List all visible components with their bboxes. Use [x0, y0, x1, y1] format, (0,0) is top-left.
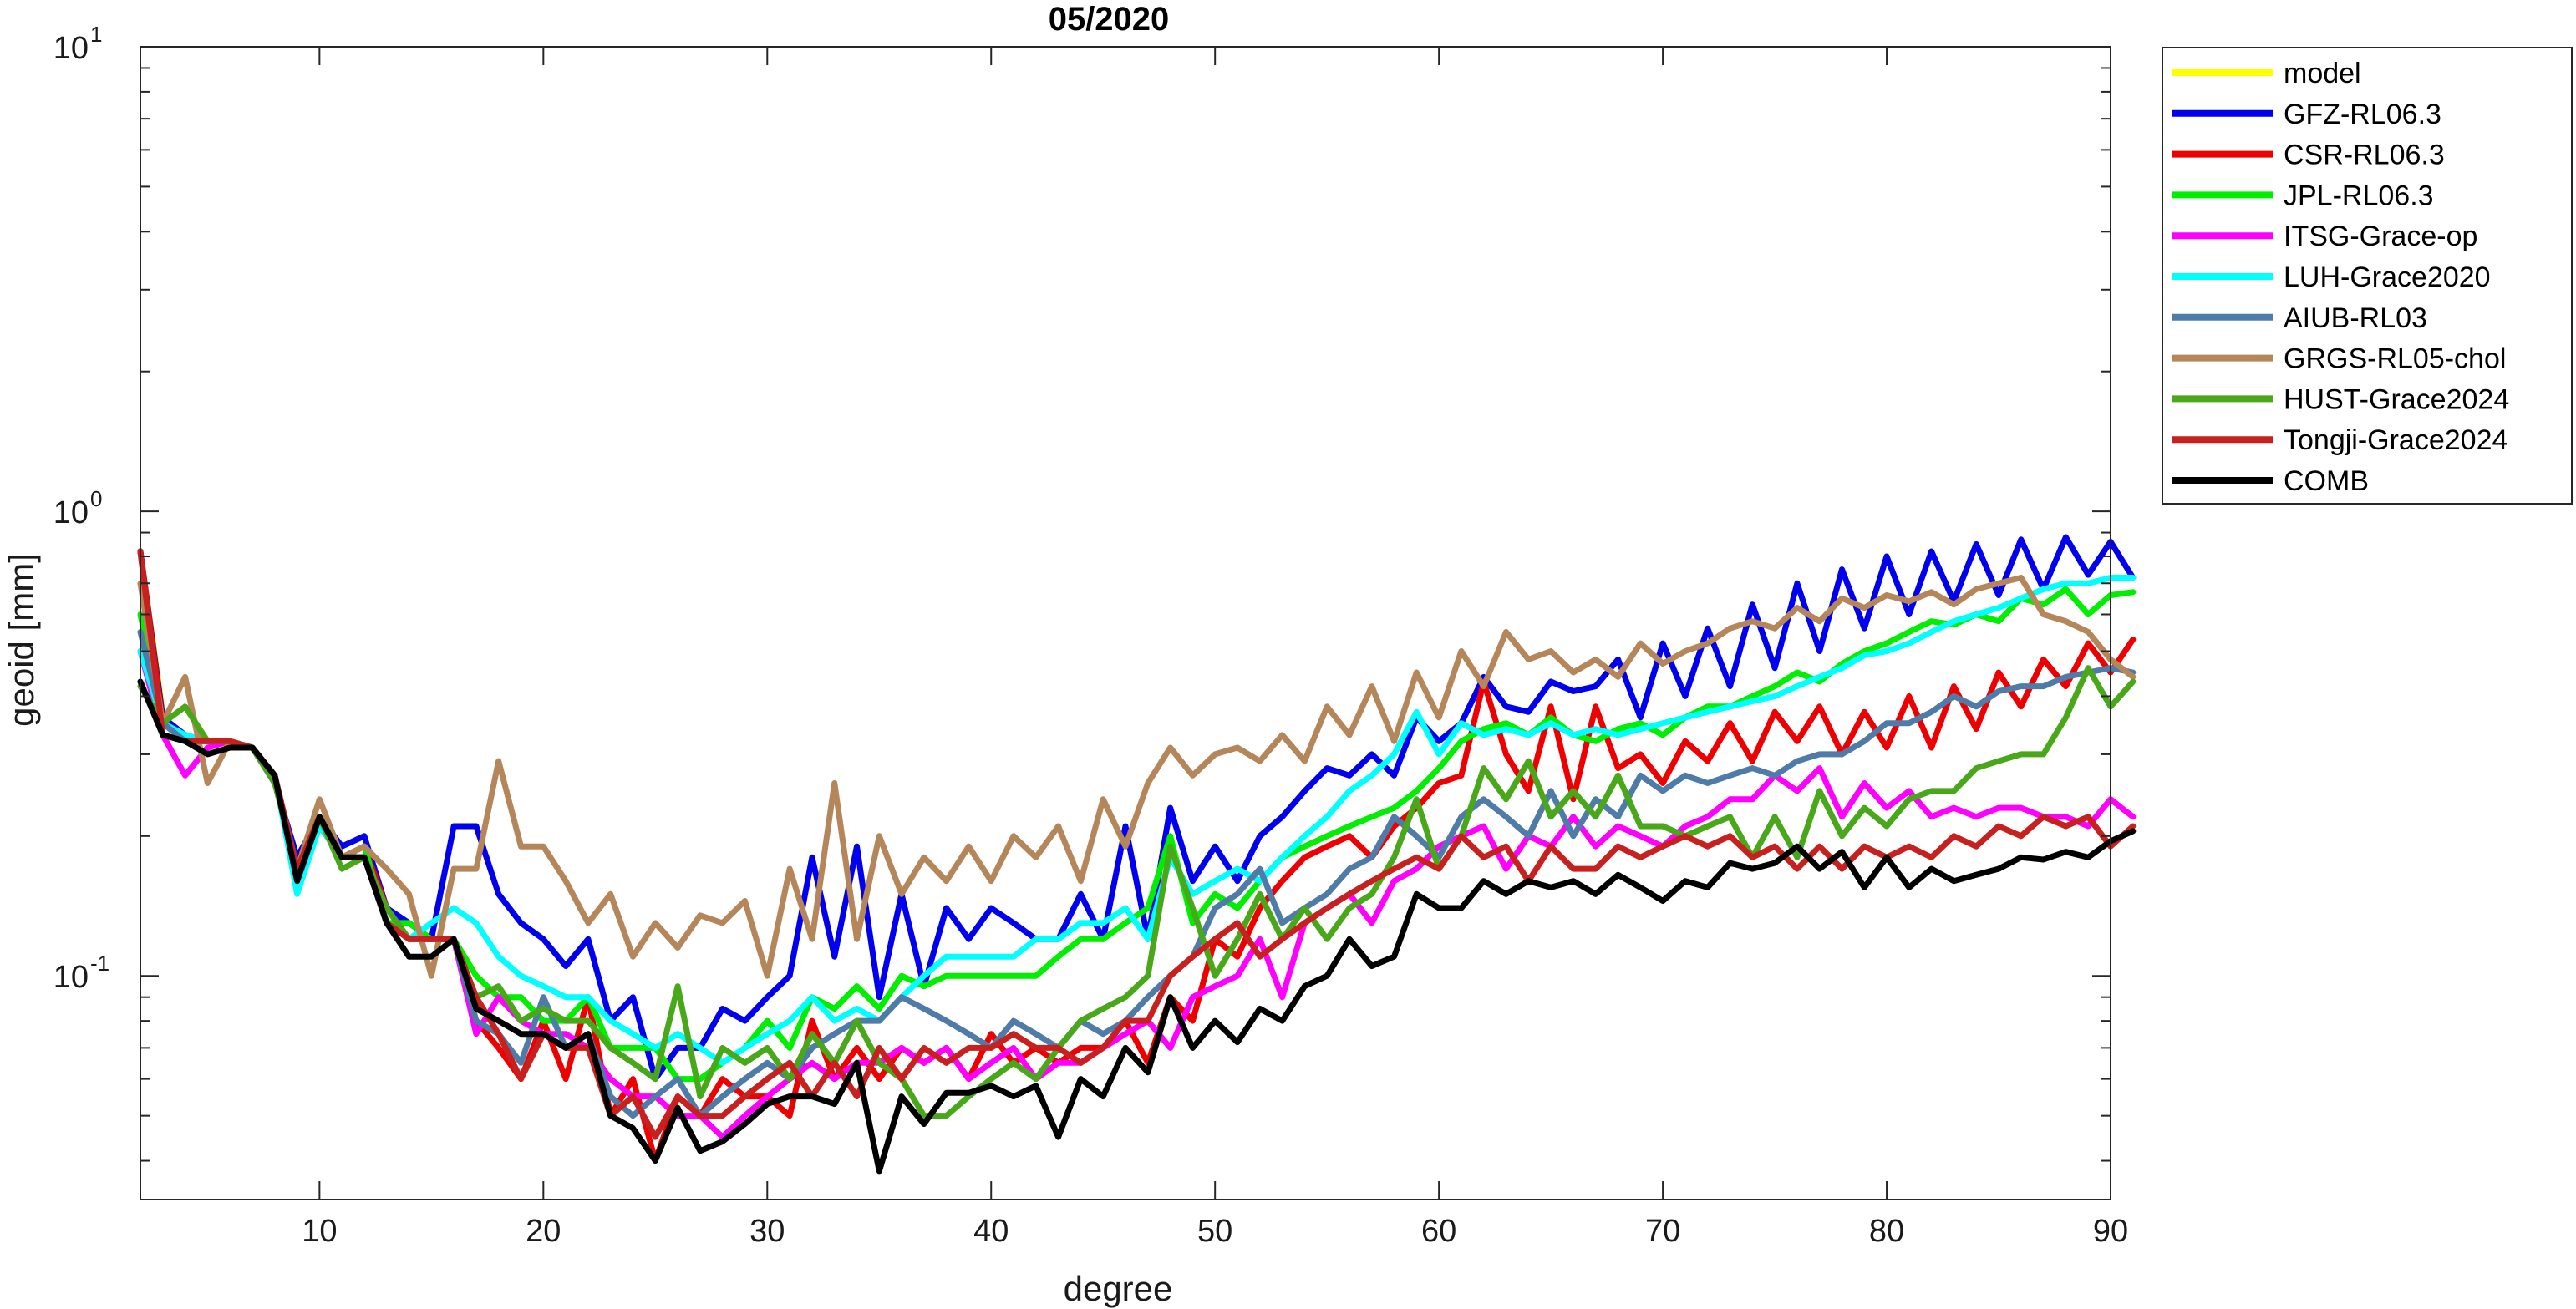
- series-line-luh-grace2020: [137, 575, 2137, 1066]
- legend-item: GRGS-RL05-chol: [2172, 343, 2506, 375]
- axes-box: [140, 46, 2111, 1200]
- legend-label: JPL-RL06.3: [2284, 180, 2434, 211]
- y-tick-label: 10 1: [53, 22, 103, 66]
- legend: model GFZ-RL06.3 CSR-RL06.3 JPL-RL06.3 ITSG-…: [2162, 47, 2573, 505]
- x-tick-label: 60: [1421, 1214, 1456, 1249]
- legend-label: model: [2284, 58, 2361, 89]
- x-tick-label: 20: [526, 1214, 561, 1249]
- chart-title: 05/2020: [1049, 1, 1170, 38]
- series-line-grgs-rl05-chol: [137, 575, 2137, 979]
- x-tick-label: 90: [2093, 1214, 2128, 1249]
- legend-items: model GFZ-RL06.3 CSR-RL06.3 JPL-RL06.3 ITSG-…: [2172, 58, 2509, 497]
- legend-label: COMB: [2284, 465, 2369, 497]
- legend-label: ITSG-Grace-op: [2284, 221, 2477, 252]
- series-layer: [137, 534, 2137, 1175]
- x-tick-label: 30: [749, 1214, 785, 1249]
- legend-item: CSR-RL06.3: [2172, 140, 2445, 171]
- y-tick-label: 10 -1: [53, 951, 109, 995]
- legend-item: GFZ-RL06.3: [2172, 99, 2441, 130]
- legend-label: GFZ-RL06.3: [2284, 99, 2441, 130]
- series-line-aiub-rl03: [137, 629, 2137, 1119]
- x-tick-label: 40: [973, 1214, 1009, 1249]
- legend-item: HUST-Grace2024: [2172, 383, 2509, 415]
- y-tick-exponent: 1: [90, 22, 102, 47]
- legend-item: Tongji-Grace2024: [2172, 424, 2507, 456]
- series-line-comb: [137, 678, 2137, 1175]
- legend-item: JPL-RL06.3: [2172, 180, 2434, 211]
- legend-item: COMB: [2172, 465, 2369, 497]
- legend-item: AIUB-RL03: [2172, 302, 2427, 334]
- legend-label: GRGS-RL05-chol: [2284, 343, 2506, 375]
- x-tick-label: 80: [1869, 1214, 1904, 1249]
- legend-label: CSR-RL06.3: [2284, 140, 2445, 171]
- series-line-gfz-rl06-3: [137, 534, 2137, 1083]
- y-axis-label: geoid [mm]: [2, 553, 41, 727]
- legend-label: Tongji-Grace2024: [2284, 424, 2507, 456]
- y-tick-base: 10: [53, 495, 89, 530]
- x-tick-label: 50: [1197, 1214, 1232, 1249]
- y-tick-base: 10: [53, 31, 89, 66]
- y-tick-base: 10: [53, 960, 89, 995]
- legend-label: LUH-Grace2020: [2284, 261, 2491, 293]
- legend-item: LUH-Grace2020: [2172, 261, 2491, 293]
- legend-label: AIUB-RL03: [2284, 302, 2427, 334]
- legend-item: ITSG-Grace-op: [2172, 221, 2477, 252]
- y-tick-label: 10 0: [53, 486, 103, 530]
- series-line-jpl-rl06-3: [137, 586, 2137, 1083]
- series-line-tongji-grace2024: [137, 548, 2137, 1140]
- y-tick-exponent: 0: [90, 486, 102, 511]
- x-tick-label: 70: [1645, 1214, 1680, 1249]
- y-tick-exponent: -1: [90, 951, 109, 976]
- x-tick-label: 10: [302, 1214, 337, 1249]
- legend-label: HUST-Grace2024: [2284, 383, 2509, 415]
- legend-item: model: [2172, 58, 2361, 89]
- x-axis-label: degree: [1064, 1269, 1173, 1308]
